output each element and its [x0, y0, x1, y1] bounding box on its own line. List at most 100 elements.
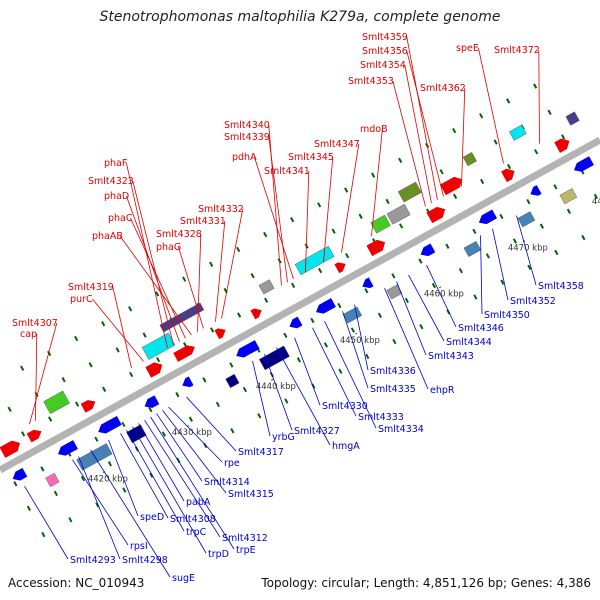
tick-dot	[581, 234, 586, 241]
tick-dot	[323, 342, 328, 348]
gene-label-reverse: Smlt4315	[228, 489, 274, 500]
gene-label-reverse: Smlt4346	[458, 323, 504, 334]
leader-line	[408, 274, 445, 342]
scale-tick-label: 4450 kbp	[340, 336, 380, 346]
leader-line	[197, 233, 202, 332]
leader-line	[252, 360, 271, 437]
gene-label-forward: Smlt4307	[12, 318, 58, 329]
gene-arrow	[80, 400, 96, 413]
topology-summary: Topology: circular; Length: 4,851,126 bp…	[261, 576, 591, 590]
gene-glyph	[440, 176, 463, 196]
tick-dot	[230, 427, 235, 434]
tick-dot	[317, 202, 322, 208]
gene-arrow	[57, 440, 78, 456]
leader-line	[108, 439, 139, 517]
leader-line	[178, 246, 204, 329]
tick-dot	[121, 421, 126, 428]
gene-glyph	[57, 440, 78, 456]
gene-block	[565, 111, 580, 126]
leader-line	[478, 47, 504, 164]
leader-line	[150, 416, 235, 550]
tick-dot	[358, 213, 363, 219]
gene-arrow	[440, 176, 463, 196]
gene-label-reverse: rpsI	[130, 541, 148, 552]
gene-block	[141, 332, 176, 360]
gene-glyph	[397, 181, 422, 203]
gene-glyph	[530, 185, 542, 196]
gene-block	[462, 152, 477, 167]
tick-dot	[364, 288, 369, 294]
gene-glyph	[565, 111, 580, 126]
scale-tick-mark	[354, 332, 358, 335]
tick-dot	[473, 294, 478, 300]
gene-label-reverse: Smlt4308	[170, 514, 216, 525]
tick-dot	[350, 327, 355, 333]
leader-line	[538, 49, 540, 144]
gene-arrow	[554, 138, 570, 153]
tick-dot	[7, 406, 12, 413]
gene-label-reverse: Smlt4293	[70, 555, 116, 566]
gene-block	[370, 214, 391, 234]
gene-block	[159, 302, 205, 333]
tick-dot	[80, 475, 85, 482]
gene-label-reverse: speD	[140, 512, 164, 523]
gene-label-reverse: yrbG	[272, 432, 295, 443]
leader-line	[384, 288, 429, 390]
tick-dot	[507, 163, 512, 170]
tick-dot	[20, 365, 25, 371]
gene-glyph	[145, 362, 163, 378]
leader-line	[126, 162, 168, 349]
gene-glyph	[559, 188, 578, 205]
scale-tick-label: 4420 kbp	[88, 474, 128, 484]
gene-arrow	[173, 345, 195, 362]
gene-glyph	[141, 332, 176, 360]
leader-line	[294, 337, 321, 406]
tick-dot	[344, 187, 349, 193]
gene-block	[559, 188, 578, 205]
gene-glyph	[478, 209, 498, 225]
gene-arrow	[478, 209, 498, 225]
tick-dot	[210, 327, 215, 333]
leader-line	[480, 235, 483, 315]
gene-block	[43, 390, 70, 415]
tick-dot	[539, 223, 544, 229]
leader-line	[406, 50, 444, 197]
leader-line	[426, 264, 457, 328]
gene-label-forward: Smlt4331	[180, 216, 226, 227]
gene-label-forward: Smlt4323	[88, 176, 134, 187]
gene-label-forward: Smlt4328	[156, 229, 202, 240]
tick-dot	[500, 279, 505, 285]
gene-arrow	[334, 262, 346, 274]
gene-glyph	[362, 277, 374, 289]
gene-label-forward: phaG	[156, 242, 181, 253]
tick-dot	[41, 531, 46, 538]
tick-dot	[338, 368, 343, 374]
tick-dot	[499, 213, 504, 220]
gene-block	[258, 279, 275, 295]
gene-arrow	[26, 429, 42, 443]
gene-glyph	[334, 262, 346, 274]
tick-dot	[291, 282, 296, 289]
leader-line	[132, 426, 207, 554]
gene-block	[294, 245, 335, 276]
gene-label-forward: pdhA	[232, 152, 257, 163]
gene-block	[76, 443, 113, 471]
tick-dot	[391, 273, 396, 279]
gene-arrow	[236, 340, 260, 358]
gene-glyph	[386, 284, 403, 300]
tick-dot	[229, 362, 234, 368]
tick-dot	[156, 356, 161, 363]
gene-label-forward: phaC	[108, 213, 133, 224]
leader-line	[396, 281, 427, 356]
tick-dot	[453, 193, 458, 199]
gene-glyph	[370, 214, 391, 234]
tick-dot	[115, 347, 120, 353]
gene-label-reverse: Smlt4330	[322, 401, 368, 412]
gene-label-reverse: hmgA	[332, 441, 360, 452]
gene-glyph	[289, 316, 303, 329]
tick-dot	[479, 113, 484, 119]
leader-line	[323, 156, 334, 263]
gene-label-reverse: Smlt4350	[484, 310, 530, 321]
gene-glyph	[462, 152, 477, 167]
gene-label-forward: Smlt4372	[494, 45, 540, 56]
